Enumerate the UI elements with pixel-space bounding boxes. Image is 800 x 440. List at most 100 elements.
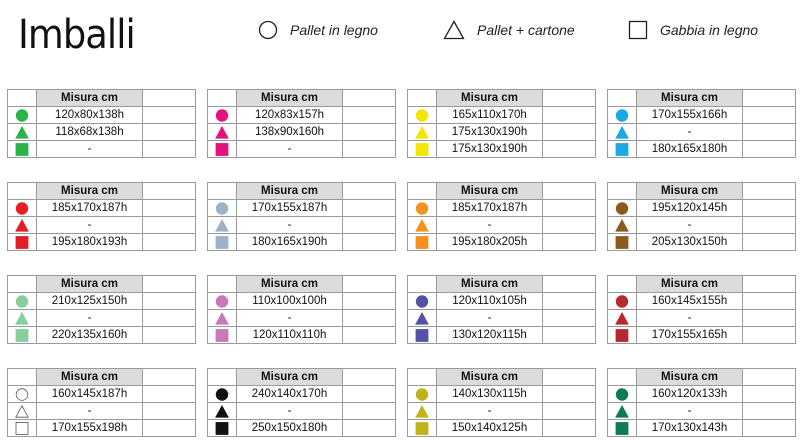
size-value: - xyxy=(436,309,543,327)
blank-cell xyxy=(142,216,196,234)
legend-gabbia-legno: Gabbia in legno xyxy=(628,20,758,40)
table-row: - xyxy=(7,309,196,327)
packaging-table: Misura cm 120x110x105h -130x120x115h xyxy=(407,275,596,344)
square-icon xyxy=(415,235,429,249)
header-blank-cell xyxy=(407,89,437,107)
triangle-icon xyxy=(215,125,229,139)
legend-pallet-cartone: Pallet + cartone xyxy=(443,20,575,40)
table-row: 120x110x105h xyxy=(407,292,596,310)
triangle-icon xyxy=(15,311,29,325)
table-row: - xyxy=(207,402,396,420)
shape-cell xyxy=(407,292,437,310)
shape-cell xyxy=(207,106,237,124)
shape-cell xyxy=(407,216,437,234)
circle-icon xyxy=(215,108,229,122)
blank-cell xyxy=(742,140,796,158)
size-value: 250x150x180h xyxy=(236,419,343,437)
triangle-icon xyxy=(15,404,29,418)
table-header-row: Misura cm xyxy=(7,275,196,293)
header-blank-cell xyxy=(142,275,196,293)
header-blank-cell xyxy=(142,89,196,107)
size-value: 118x68x138h xyxy=(36,123,143,141)
triangle-icon xyxy=(15,218,29,232)
table-row: 170x155x198h xyxy=(7,419,196,437)
blank-cell xyxy=(742,216,796,234)
size-value: 205x130x150h xyxy=(636,233,743,251)
size-value: 120x80x138h xyxy=(36,106,143,124)
blank-cell xyxy=(742,402,796,420)
blank-cell xyxy=(542,292,596,310)
shape-cell xyxy=(607,216,637,234)
header-blank-cell xyxy=(342,182,396,200)
size-value: 185x170x187h xyxy=(436,199,543,217)
square-icon xyxy=(415,328,429,342)
header-label: Misura cm xyxy=(436,182,543,200)
size-value: 175x130x190h xyxy=(436,123,543,141)
size-value: - xyxy=(236,402,343,420)
triangle-icon xyxy=(215,311,229,325)
packaging-table: Misura cm 210x125x150h -220x135x160h xyxy=(7,275,196,344)
shape-cell xyxy=(7,216,37,234)
table-row: - xyxy=(7,216,196,234)
table-row: - xyxy=(7,140,196,158)
table-row: 195x180x205h xyxy=(407,233,596,251)
square-icon xyxy=(615,328,629,342)
size-value: 240x140x170h xyxy=(236,385,343,403)
shape-cell xyxy=(607,385,637,403)
blank-cell xyxy=(742,419,796,437)
header-blank-cell xyxy=(607,89,637,107)
square-icon xyxy=(415,142,429,156)
table-row: 165x110x170h xyxy=(407,106,596,124)
triangle-icon xyxy=(615,404,629,418)
size-value: 160x145x187h xyxy=(36,385,143,403)
blank-cell xyxy=(342,199,396,217)
legend-pallet-legno: Pallet in legno xyxy=(258,20,378,40)
shape-cell xyxy=(407,402,437,420)
blank-cell xyxy=(142,233,196,251)
blank-cell xyxy=(542,326,596,344)
table-header-row: Misura cm xyxy=(407,182,596,200)
legend-label: Gabbia in legno xyxy=(660,22,759,38)
triangle-icon xyxy=(415,218,429,232)
table-header-row: Misura cm xyxy=(7,182,196,200)
shape-cell xyxy=(607,419,637,437)
blank-cell xyxy=(542,385,596,403)
header-blank-cell xyxy=(742,275,796,293)
size-value: - xyxy=(636,402,743,420)
triangle-icon xyxy=(415,404,429,418)
triangle-icon xyxy=(615,311,629,325)
blank-cell xyxy=(742,123,796,141)
table-row: 160x120x133h xyxy=(607,385,796,403)
size-value: - xyxy=(436,402,543,420)
header-label: Misura cm xyxy=(36,275,143,293)
circle-icon xyxy=(615,108,629,122)
packaging-table: Misura cm 170x155x187h -180x165x190h xyxy=(207,182,396,251)
triangle-icon xyxy=(215,404,229,418)
triangle-icon xyxy=(15,125,29,139)
header-label: Misura cm xyxy=(436,368,543,386)
blank-cell xyxy=(742,106,796,124)
shape-cell xyxy=(407,199,437,217)
shape-cell xyxy=(7,309,37,327)
blank-cell xyxy=(142,292,196,310)
packaging-table: Misura cm 185x170x187h -195x180x193h xyxy=(7,182,196,251)
blank-cell xyxy=(142,385,196,403)
blank-cell xyxy=(542,309,596,327)
blank-cell xyxy=(342,140,396,158)
table-row: 170x130x143h xyxy=(607,419,796,437)
size-value: - xyxy=(36,140,143,158)
size-value: 160x120x133h xyxy=(636,385,743,403)
size-value: - xyxy=(636,309,743,327)
shape-cell xyxy=(407,419,437,437)
size-value: - xyxy=(236,309,343,327)
size-value: 120x110x105h xyxy=(436,292,543,310)
header-label: Misura cm xyxy=(636,89,743,107)
size-value: - xyxy=(436,216,543,234)
table-header-row: Misura cm xyxy=(207,89,396,107)
table-header-row: Misura cm xyxy=(7,89,196,107)
size-value: 138x90x160h xyxy=(236,123,343,141)
header-blank-cell xyxy=(607,182,637,200)
shape-cell xyxy=(207,233,237,251)
shape-cell xyxy=(207,216,237,234)
square-icon xyxy=(615,142,629,156)
